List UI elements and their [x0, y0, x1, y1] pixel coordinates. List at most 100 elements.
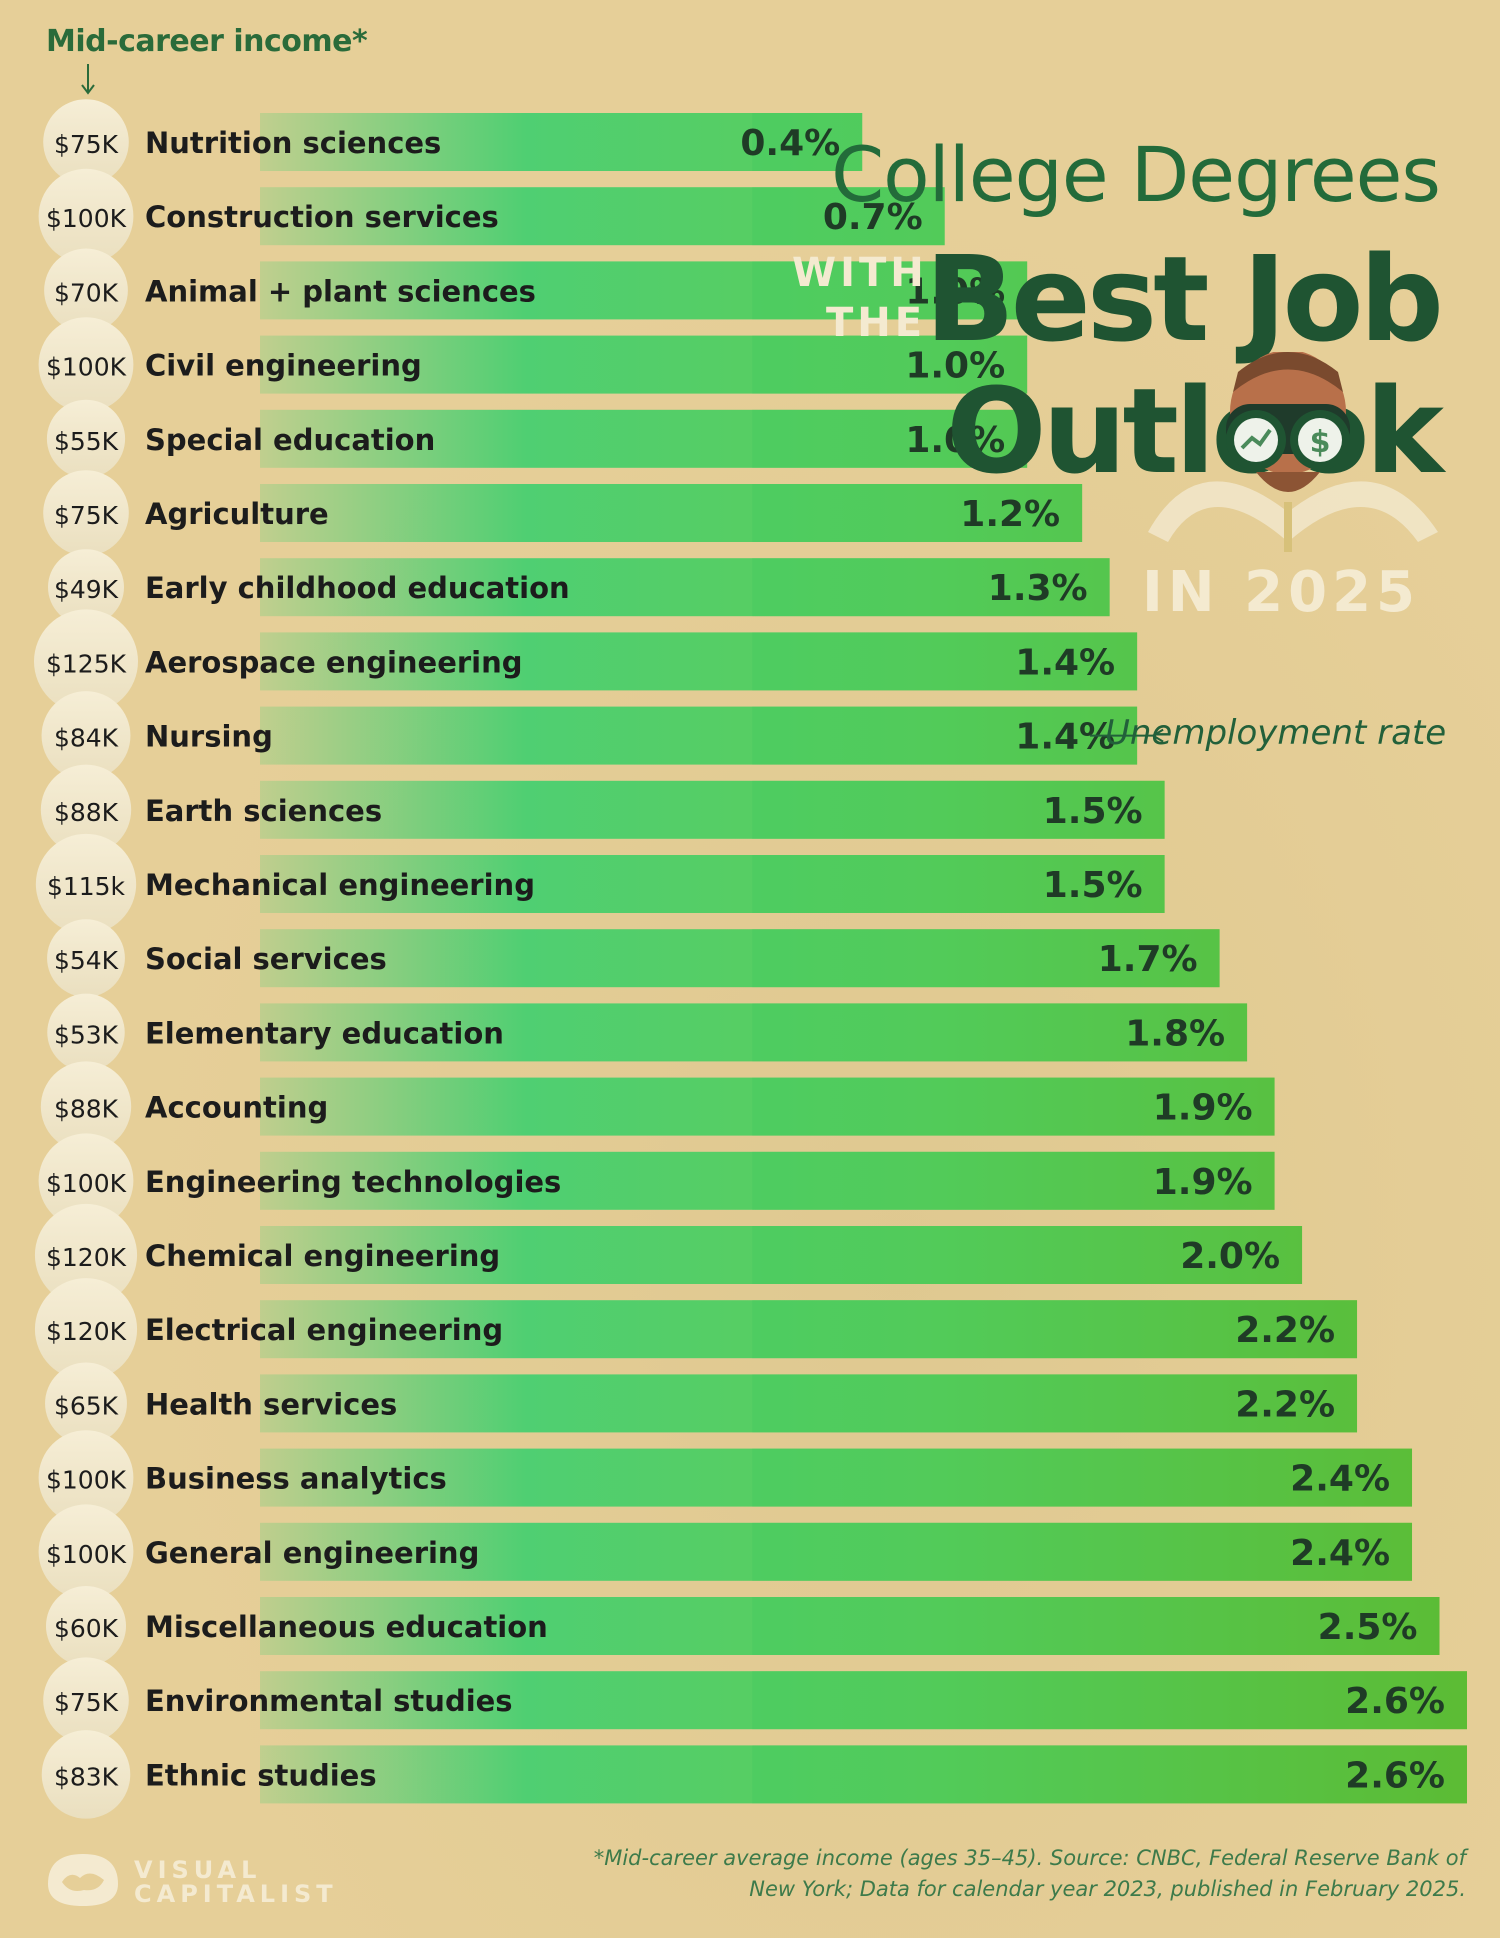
title-block: College Degrees WITH THE Best Job Outloo…	[760, 130, 1460, 630]
bar-value-segment	[752, 1671, 1467, 1730]
income-circle	[38, 1430, 134, 1525]
income-label: $125K	[46, 649, 127, 678]
income-label: $88K	[54, 798, 119, 827]
category-label: Special education	[145, 423, 435, 457]
income-label: $100K	[46, 1540, 127, 1569]
bar-value-segment	[752, 1745, 1467, 1804]
bar	[260, 335, 1028, 394]
bar	[260, 1151, 1275, 1210]
income-label: $70K	[54, 278, 119, 307]
bar	[260, 1226, 1303, 1284]
bar	[260, 1077, 1275, 1136]
bar-value-segment	[752, 929, 1220, 988]
income-label: $75K	[54, 1688, 119, 1717]
income-label: $84K	[54, 724, 119, 753]
source-line-2: New York; Data for calendar year 2023, p…	[749, 1877, 1466, 1901]
income-label: $100K	[46, 353, 127, 382]
title-line-2: Best Job	[924, 230, 1444, 368]
value-label: 2.6%	[1345, 1681, 1445, 1722]
category-label: Engineering technologies	[145, 1165, 561, 1199]
category-label: Environmental studies	[145, 1684, 513, 1718]
category-label: Early childhood education	[145, 571, 570, 605]
income-circle	[41, 1730, 131, 1819]
value-label: 1.2%	[960, 494, 1060, 535]
income-circle	[34, 609, 138, 714]
value-label: 0.7%	[823, 197, 923, 238]
value-label: 2.4%	[1290, 1459, 1390, 1500]
value-label: 2.4%	[1290, 1533, 1390, 1574]
bar-value-segment	[752, 1597, 1440, 1655]
value-label: 1.8%	[1125, 1013, 1225, 1054]
value-label: 2.5%	[1318, 1607, 1418, 1648]
income-label: $60K	[54, 1614, 119, 1643]
bar-value-segment	[752, 1448, 1413, 1507]
income-label: $49K	[54, 575, 119, 604]
value-label: 1.0%	[905, 346, 1005, 387]
income-circle	[38, 1504, 134, 1600]
bar-value-segment	[752, 1077, 1275, 1136]
category-label: Agriculture	[145, 497, 329, 531]
title-line-1: College Degrees	[831, 130, 1441, 219]
category-label: Animal + plant sciences	[145, 274, 536, 308]
bar	[260, 1003, 1248, 1062]
bar-value-segment	[752, 1522, 1413, 1581]
bar	[260, 1300, 1358, 1359]
value-label: 1.0%	[905, 420, 1005, 461]
category-label: General engineering	[145, 1536, 479, 1570]
bar-value-segment	[752, 335, 1028, 394]
bar	[260, 1597, 1440, 1655]
value-label: 1.5%	[1043, 791, 1143, 832]
bar	[260, 1522, 1413, 1581]
unemployment-rate-label: Unemployment rate	[1105, 713, 1447, 753]
income-label: $75K	[54, 130, 119, 159]
income-label: $120K	[46, 1243, 127, 1272]
bar-value-segment	[752, 409, 1028, 468]
income-circle	[40, 1061, 132, 1152]
bar	[260, 855, 1165, 913]
income-circle	[43, 1657, 129, 1743]
income-label: $53K	[54, 1020, 119, 1049]
income-label: $100K	[46, 204, 127, 233]
visual-capitalist-logo: VISUAL CAPITALIST	[40, 1842, 340, 1912]
category-label: Electrical engineering	[145, 1313, 503, 1347]
bar-value-segment	[752, 1374, 1358, 1433]
bar	[260, 261, 1028, 320]
bar-value-segment	[752, 558, 1110, 617]
category-label: Nursing	[145, 720, 273, 754]
bar	[260, 1448, 1413, 1507]
income-circle	[43, 470, 129, 556]
income-circle	[43, 99, 129, 185]
category-label: Health services	[145, 1387, 397, 1421]
bar	[260, 632, 1138, 691]
mid-career-income-label: Mid-career income*	[46, 24, 368, 59]
down-arrow-icon	[81, 64, 95, 95]
income-circle	[38, 1133, 134, 1229]
income-circle	[34, 1278, 138, 1381]
title-with: WITH	[792, 250, 928, 296]
category-label: Civil engineering	[145, 349, 422, 383]
bar-value-segment	[752, 855, 1165, 913]
income-label: $65K	[54, 1391, 119, 1420]
value-label: 0.4%	[740, 123, 840, 164]
annotation-arrow-head	[1151, 728, 1164, 743]
value-label: 2.2%	[1235, 1310, 1335, 1351]
income-circle	[40, 764, 132, 855]
income-circle	[48, 549, 124, 626]
income-circle	[46, 399, 126, 478]
bar	[260, 113, 863, 171]
source-line-1: *Mid-career average income (ages 35–45).…	[593, 1846, 1466, 1870]
bar	[260, 409, 1028, 468]
bar-value-segment	[752, 113, 863, 171]
bar	[260, 929, 1220, 988]
category-label: Mechanical engineering	[145, 868, 535, 902]
value-label: 1.3%	[988, 568, 1088, 609]
source-note: *Mid-career average income (ages 35–45).…	[466, 1843, 1466, 1905]
bar	[260, 484, 1083, 542]
bar-value-segment	[752, 780, 1165, 839]
income-label: $115k	[47, 872, 126, 901]
bar-value-segment	[752, 632, 1138, 691]
bar	[260, 187, 945, 246]
income-label: $83K	[54, 1762, 119, 1791]
income-circle	[34, 1203, 138, 1307]
